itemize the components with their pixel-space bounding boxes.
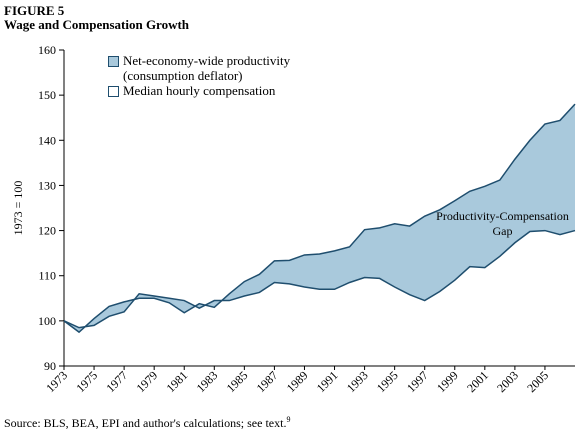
x-tick-label: 1983 <box>194 368 221 395</box>
x-tick-label: 1975 <box>73 368 100 395</box>
y-tick-label: 110 <box>38 269 56 283</box>
y-tick-label: 160 <box>38 43 56 57</box>
gap-area <box>64 104 575 333</box>
x-tick-label: 1987 <box>254 368 281 395</box>
y-tick-label: 130 <box>38 178 56 192</box>
legend-label: Median hourly compensation <box>123 83 276 98</box>
x-tick-label: 1997 <box>404 368 431 395</box>
y-tick-label: 90 <box>44 359 56 373</box>
y-axis-label: 1973 = 100 <box>11 181 25 236</box>
legend-swatch <box>108 86 119 97</box>
legend-item: Median hourly compensation <box>108 83 313 98</box>
legend: Net-economy-wide productivity (consumpti… <box>108 53 313 98</box>
y-tick-label: 150 <box>38 88 56 102</box>
x-tick-label: 1999 <box>434 368 461 395</box>
chart-subtitle: Wage and Compensation Growth <box>4 17 190 32</box>
x-tick-label: 2003 <box>494 368 521 395</box>
x-tick-label: 1993 <box>344 368 371 395</box>
legend-swatch <box>108 56 119 67</box>
x-tick-label: 1995 <box>374 368 401 395</box>
x-tick-label: 1991 <box>314 368 341 395</box>
annotation: Productivity-Compensation Gap <box>436 209 569 238</box>
x-tick-label: 1981 <box>163 368 190 395</box>
x-tick-label: 1977 <box>103 368 130 395</box>
x-tick-label: 1989 <box>284 368 311 395</box>
series-line <box>63 229 576 329</box>
x-tick-label: 1979 <box>133 368 160 395</box>
y-tick-label: 140 <box>38 133 56 147</box>
source: Source: BLS, BEA, EPI and author's calcu… <box>4 415 290 431</box>
x-tick-label: 2005 <box>524 368 551 395</box>
x-tick-label: 2001 <box>464 368 491 395</box>
y-tick-label: 100 <box>38 314 56 328</box>
y-tick-label: 120 <box>38 224 56 238</box>
footnote: 9 <box>286 415 291 424</box>
chart-title: FIGURE 5 <box>4 3 65 18</box>
x-tick-label: 1985 <box>224 368 251 395</box>
legend-item: Net-economy-wide productivity (consumpti… <box>108 53 313 83</box>
legend-label: Net-economy-wide productivity (consumpti… <box>123 53 291 83</box>
series-line <box>63 103 576 334</box>
source-text: Source: BLS, BEA, EPI and author's calcu… <box>4 416 287 430</box>
